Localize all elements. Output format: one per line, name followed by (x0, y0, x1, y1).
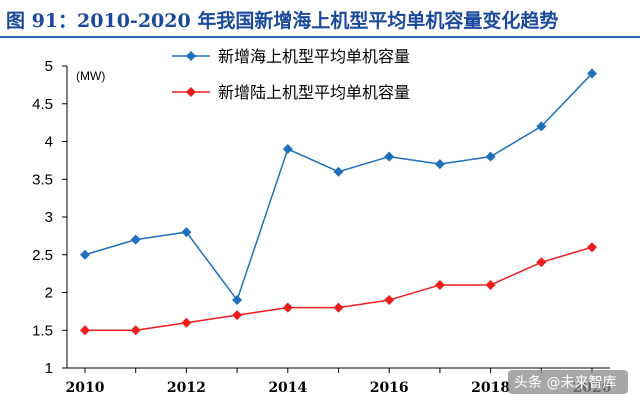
x-tick-label: 2012 (167, 380, 206, 396)
watermark-badge (508, 370, 628, 394)
series-2 (80, 242, 597, 336)
legend-marker (186, 87, 196, 97)
y-tick-label: 1.5 (32, 322, 53, 339)
x-tick-label: 2018 (471, 380, 510, 396)
x-tick-label: 2010 (66, 380, 105, 396)
legend-marker (186, 51, 196, 61)
y-tick-label: 1 (45, 360, 53, 377)
data-point-marker (536, 257, 547, 268)
y-tick-label: 5 (45, 58, 53, 75)
data-point-marker (587, 242, 597, 253)
data-point-marker (181, 317, 192, 328)
data-point-marker (282, 144, 293, 155)
data-point-marker (333, 166, 344, 177)
y-tick-label: 2.5 (32, 247, 53, 264)
y-tick-label: 2 (45, 285, 53, 302)
watermark-text: 头条 @未来智库 (514, 374, 616, 391)
legend-entry-2: 新增陆上机型平均单机容量 (172, 83, 410, 102)
series-1 (80, 68, 597, 306)
y-tick-label: 4 (45, 134, 53, 151)
data-point-marker (384, 295, 395, 306)
data-point-marker (130, 325, 141, 336)
data-point-marker (485, 151, 496, 162)
data-point-marker (130, 234, 141, 245)
data-point-marker (587, 68, 597, 79)
y-tick-label: 3 (45, 209, 53, 226)
y-tick-label: 4.5 (32, 96, 53, 113)
data-point-marker (181, 227, 192, 238)
data-point-marker (232, 310, 243, 321)
data-point-marker (434, 159, 445, 170)
figure-title-bar: 图 91：2010-2020 年我国新增海上机型平均单机容量变化趋势 (0, 0, 640, 38)
chart-axes (66, 66, 610, 369)
figure-title: 图 91：2010-2020 年我国新增海上机型平均单机容量变化趋势 (6, 10, 559, 32)
data-point-marker (384, 151, 395, 162)
y-axis-ticks: 1 1.5 2 2.5 3 3.5 4 4.5 5 (32, 58, 67, 377)
data-point-marker (333, 302, 344, 313)
legend-label: 新增海上机型平均单机容量 (218, 47, 410, 66)
legend-entry-1: 新增海上机型平均单机容量 (172, 47, 410, 66)
data-point-marker (485, 279, 496, 290)
legend-label: 新增陆上机型平均单机容量 (218, 83, 410, 102)
series-line (84, 73, 593, 302)
x-tick-label: 2014 (268, 380, 307, 396)
data-point-marker (434, 279, 445, 290)
data-point-marker (80, 249, 90, 260)
y-tick-label: 3.5 (32, 171, 53, 188)
data-point-marker (80, 325, 90, 336)
data-point-marker (232, 295, 243, 306)
watermark: 头条 @未来智库 (508, 370, 628, 394)
series-line (85, 246, 593, 331)
y-unit-label: (MW) (76, 69, 105, 83)
x-tick-label: 2016 (370, 380, 409, 396)
chart-series (80, 68, 597, 336)
data-point-marker (282, 302, 293, 313)
data-point-marker (536, 121, 547, 132)
